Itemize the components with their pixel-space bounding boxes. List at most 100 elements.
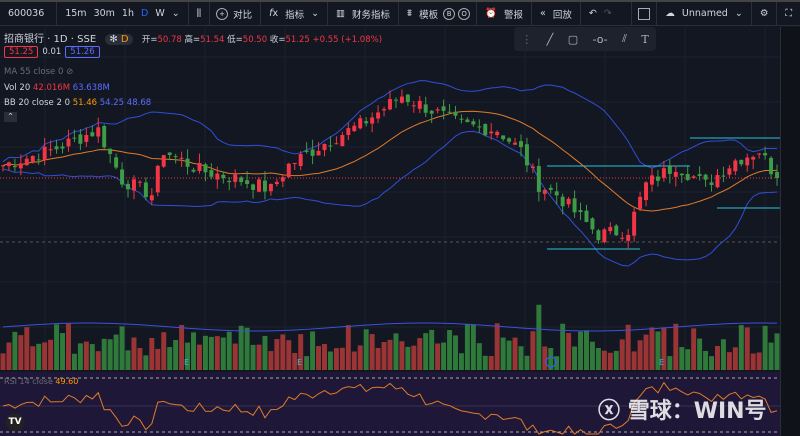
volume-bar [435, 343, 441, 370]
candle [298, 154, 303, 166]
redo-icon[interactable]: ↷ [603, 8, 612, 19]
volume-ma-line [2, 322, 778, 332]
financials-label: 财务指标 [352, 9, 391, 21]
candle [513, 142, 518, 145]
candle [221, 174, 226, 179]
volume-bar [244, 327, 250, 370]
tradingview-logo[interactable]: TV [6, 413, 24, 431]
plus-circle-icon: + [216, 7, 229, 20]
interval-15m[interactable]: 15m [65, 8, 87, 19]
candle [239, 177, 244, 183]
candle [24, 158, 29, 166]
candle [399, 96, 404, 103]
undo-icon[interactable]: ↶ [588, 8, 597, 19]
buy-button[interactable]: 51.26 [65, 46, 100, 58]
rectangle-icon[interactable]: ▢ [567, 32, 579, 46]
volume-bar [256, 344, 262, 370]
replay-button[interactable]: « 回放 [532, 2, 581, 25]
rsi-pane[interactable] [0, 372, 780, 436]
chevron-down-icon[interactable]: ⌄ [171, 8, 180, 19]
volume-bar [339, 347, 345, 370]
volume-bar [685, 349, 691, 370]
volume-bar [506, 340, 512, 370]
volume-bar [351, 351, 357, 370]
volume-bar [631, 351, 637, 370]
candle [405, 94, 410, 103]
interval-1h[interactable]: 1h [121, 8, 134, 19]
interval-d[interactable]: D [140, 8, 149, 19]
volume-bar [464, 323, 470, 370]
candle [614, 225, 619, 236]
candle [304, 150, 309, 152]
candle [566, 198, 571, 205]
candle [411, 105, 416, 107]
candle [596, 230, 601, 241]
vol-legend[interactable]: Vol 20 42.016M 63.638M [4, 83, 110, 93]
volume-bar [161, 332, 167, 370]
volume-bar [738, 325, 744, 370]
indicators-button[interactable]: fx 指标 ⌄ [261, 2, 329, 25]
fullscreen-button[interactable]: ⛶ [777, 2, 800, 25]
b-button[interactable]: B [443, 7, 456, 20]
candle [18, 163, 23, 169]
volume-bar [173, 340, 179, 370]
candle [42, 146, 47, 161]
o-button[interactable]: O [458, 7, 471, 20]
horizontal-line-icon[interactable]: -o- [592, 32, 608, 46]
volume-bar [453, 335, 458, 370]
legend-interval: 1D [53, 34, 68, 45]
volume-bar [536, 304, 542, 370]
chevron-down-icon[interactable]: ⌄ [311, 8, 320, 19]
symbol-search[interactable]: 600036 [0, 2, 58, 25]
volume-bar [423, 333, 429, 370]
candle [155, 165, 160, 193]
indicators-label: 指标 [285, 9, 305, 21]
candle [12, 166, 17, 168]
candle [173, 156, 178, 158]
chevron-down-icon[interactable]: ⌄ [734, 8, 743, 19]
volume-bar [512, 337, 518, 370]
compare-button[interactable]: + 对比 [210, 2, 262, 25]
candle [667, 166, 672, 174]
eye-off-icon[interactable]: ⊘ [66, 67, 74, 77]
parallel-channel-icon[interactable]: ⫽ [622, 32, 627, 45]
drag-handle-icon[interactable]: ⋮ [521, 32, 533, 46]
volume-bar [202, 335, 208, 370]
financials-button[interactable]: ▥ 财务指标 [328, 2, 400, 25]
volume-bar [756, 352, 762, 370]
candle [352, 125, 357, 132]
volume-bar [292, 352, 298, 370]
volume-bar [530, 331, 536, 370]
candle [120, 169, 125, 185]
candle [131, 179, 136, 191]
ma-legend[interactable]: MA 55 close 0 ⊘ [4, 67, 74, 77]
templates-button[interactable]: ⩩ 模板 B O [399, 2, 478, 25]
settings-button[interactable]: ⚙ [752, 2, 778, 25]
volume-bar [619, 339, 625, 370]
collapse-legend-button[interactable]: ⌃ [4, 112, 18, 122]
sell-button[interactable]: 51.25 [4, 46, 39, 58]
save-layout-button[interactable]: ☁ Unnamed ⌄ [657, 2, 752, 25]
interval-30m[interactable]: 30m [93, 8, 115, 19]
price-scale[interactable] [780, 27, 800, 436]
alert-button[interactable]: ⏰ 警报 [477, 2, 532, 25]
candle [6, 162, 11, 167]
bid-ask: 51.25 0.01 51.26 [4, 46, 104, 58]
trend-line-icon[interactable]: ╱ [546, 32, 554, 46]
candle-type-button[interactable]: ⫼ [189, 2, 211, 25]
candle [340, 134, 345, 147]
bar-chart-icon: ▥ [336, 8, 346, 19]
volume-bar [18, 335, 24, 370]
candle [251, 184, 256, 190]
candle [572, 198, 577, 213]
text-icon[interactable]: T [641, 32, 649, 46]
interval-w[interactable]: W [155, 8, 165, 19]
layout-button[interactable] [632, 2, 658, 25]
rsi-legend[interactable]: RSI 14 close 49.60 [4, 377, 79, 386]
volume-bar [595, 347, 601, 370]
bb-legend[interactable]: BB 20 close 2 0 51.46 54.25 48.68 [4, 98, 152, 108]
candle [620, 237, 625, 239]
volume-bar [232, 343, 238, 370]
candle [650, 175, 654, 185]
